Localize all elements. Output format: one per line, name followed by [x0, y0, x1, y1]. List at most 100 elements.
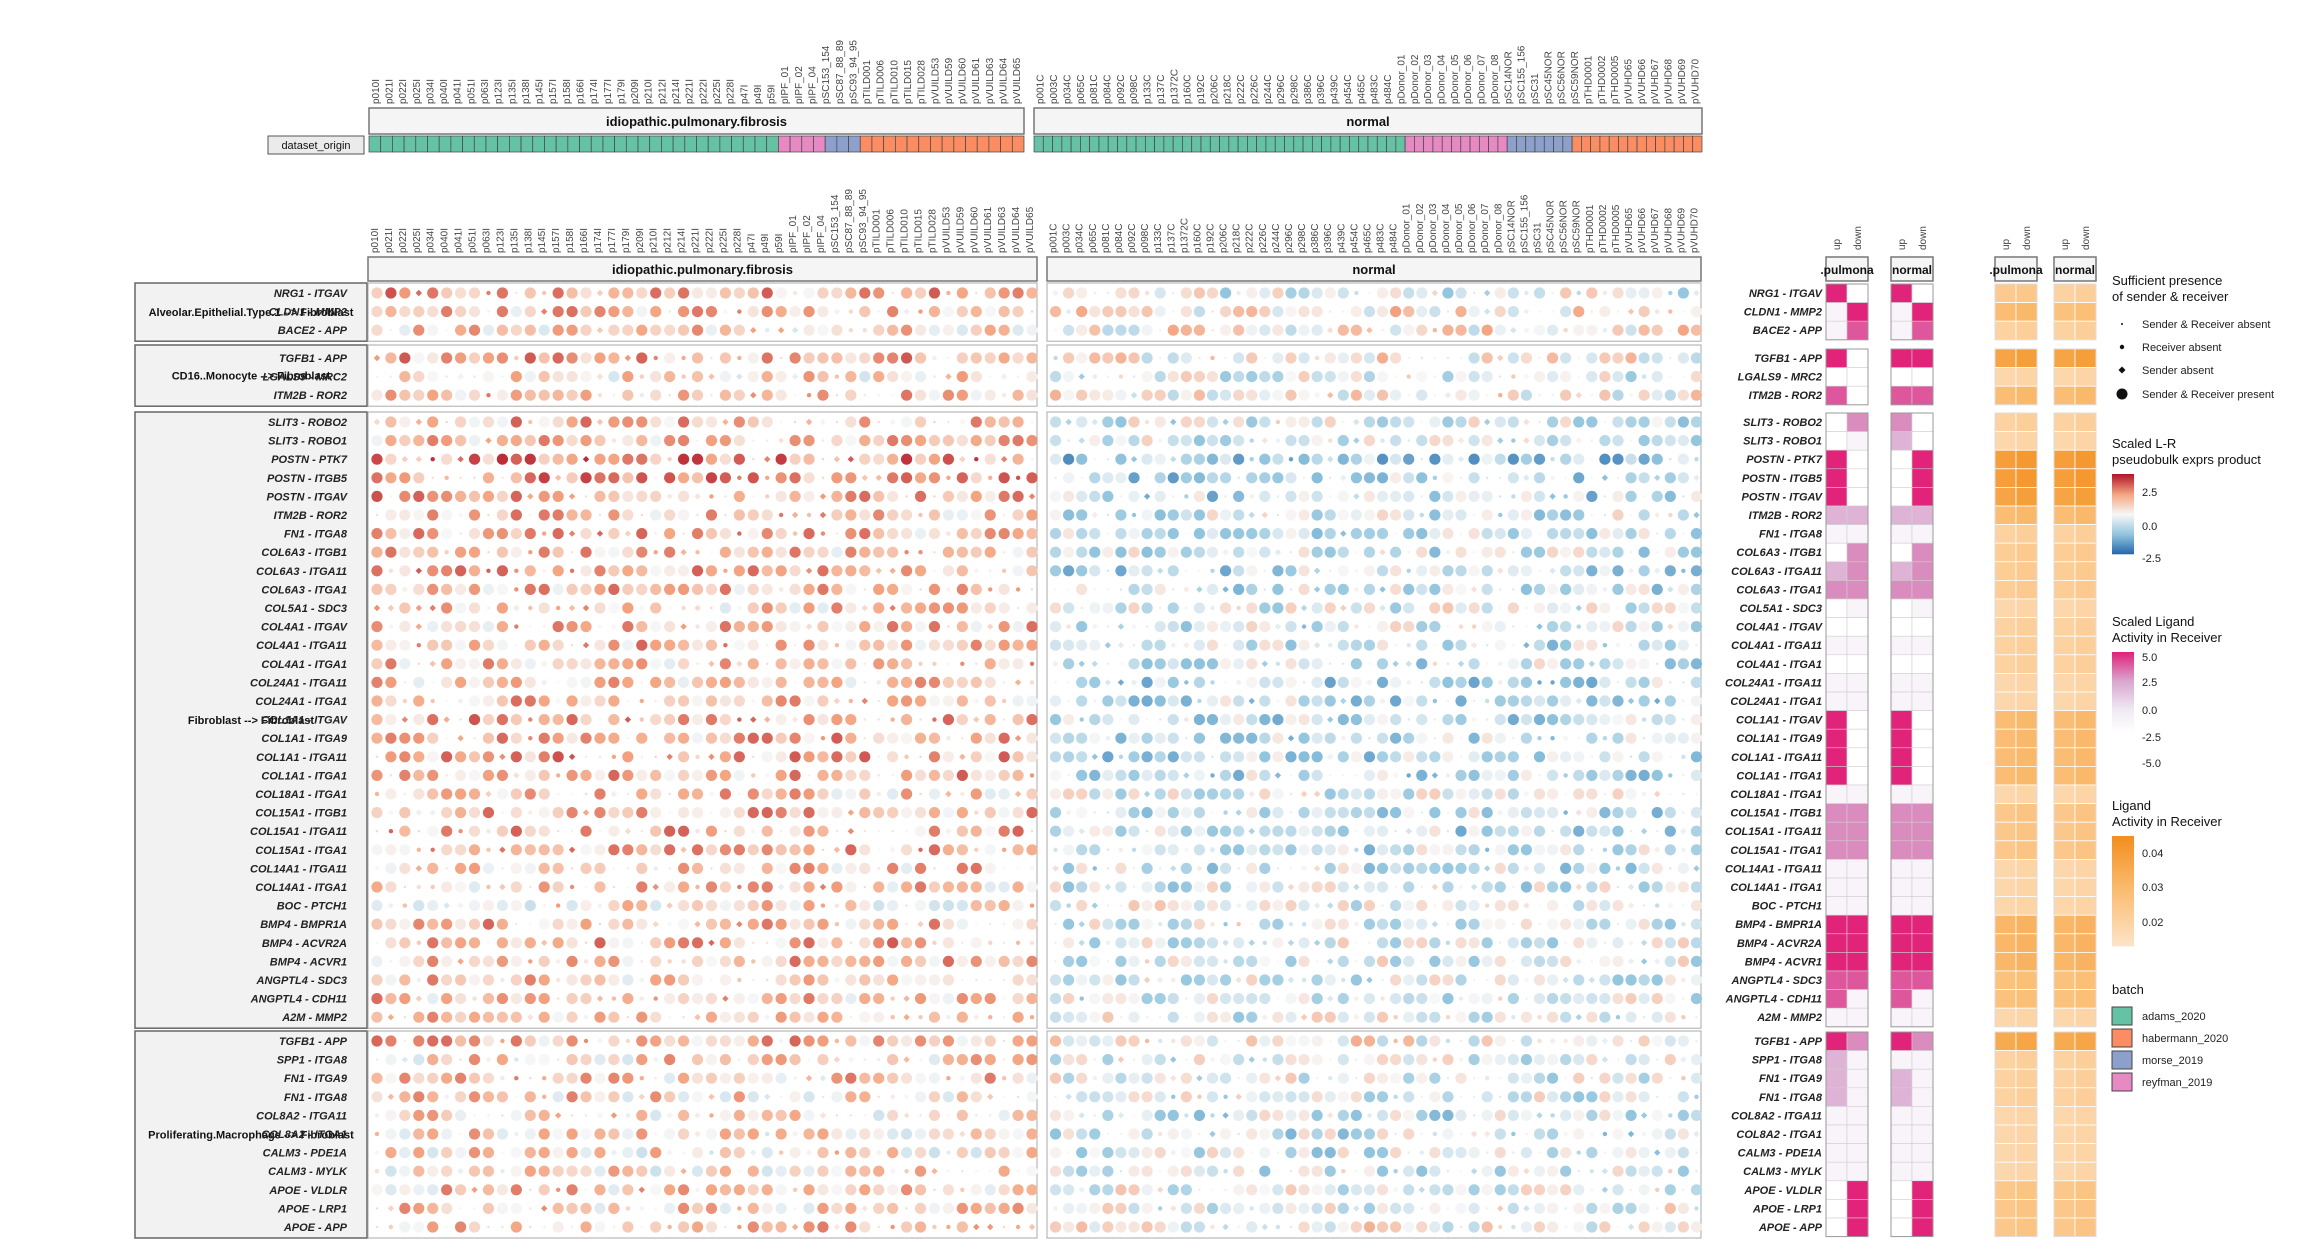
normal-dot-sender-absent [1117, 1056, 1125, 1063]
top-normal-batch-cell [1451, 135, 1462, 153]
ipf-dot-absent [612, 867, 616, 870]
ipf-dot-present [956, 825, 968, 837]
normal-dot-present [1546, 352, 1559, 364]
ipf-dot-present [413, 918, 425, 930]
ipf-dot-present [580, 658, 592, 670]
top-ipf-sample-label: p212I [657, 79, 668, 104]
ipf-dot-present [594, 788, 606, 800]
normal-dot-absent [1420, 1095, 1423, 1099]
normal-dot-present [1638, 695, 1650, 707]
ipf-dot-present [468, 658, 481, 670]
normal-dot-present [1102, 416, 1114, 428]
ipf-dot-sender-absent [847, 828, 855, 835]
ipf-dot-present [845, 1072, 857, 1084]
ligand-activity-cell [2074, 412, 2097, 433]
normal-dot-present [1573, 714, 1585, 726]
normal-dot-present [1115, 993, 1127, 1005]
normal-dot-present [1219, 788, 1232, 800]
ipf-dot-present [1026, 472, 1038, 484]
main-ipf-sample-label: pSC87_88_89 [844, 189, 855, 253]
ipf-dot-absent [947, 662, 950, 665]
normal-dot-present [1638, 528, 1650, 540]
ipf-dot-present [1012, 1072, 1024, 1084]
ipf-dot-present [789, 918, 801, 930]
normal-dot-sender-absent [1444, 392, 1452, 399]
scaled-activity-cell [1825, 691, 1848, 711]
ipf-dot-present [970, 862, 982, 875]
ipf-dot-present [552, 639, 564, 651]
ipf-dot-present [552, 1035, 564, 1047]
ipf-dot-present [608, 695, 620, 707]
ipf-dot-present [454, 546, 467, 558]
normal-dot-receiver-absent [1498, 661, 1503, 666]
normal-dot-receiver-absent [1249, 457, 1254, 462]
normal-dot-present [1233, 389, 1245, 401]
ipf-dot-present [399, 621, 411, 633]
ipf-dot-present [817, 993, 829, 1005]
normal-dot-present [1442, 862, 1454, 875]
ipf-dot-present [650, 1011, 662, 1023]
ipf-dot-sender-absent [624, 716, 632, 723]
normal-dot-absent [1054, 588, 1057, 591]
normal-dot-sender-absent [1248, 697, 1255, 705]
normal-dot-present [1115, 352, 1127, 364]
normal-dot-present [1246, 881, 1258, 893]
ipf-dot-present [789, 881, 801, 893]
ipf-dot-present [761, 371, 773, 383]
ipf-dot-present [831, 955, 843, 968]
main-ipf-sample-label: p138I [523, 228, 534, 253]
ipf-dot-present [385, 546, 397, 558]
ipf-dot-present [580, 583, 592, 596]
normal-dot-present [1429, 676, 1441, 689]
normal-dot-present [1455, 918, 1467, 930]
top-ipf-batch-cell [696, 135, 709, 153]
ipf-dot-present [650, 306, 662, 318]
main-ipf-sample-label: p214I [677, 228, 688, 253]
ipf-dot-present [566, 306, 578, 318]
normal-dot-present [1651, 1072, 1663, 1084]
ipf-dot-present [900, 881, 913, 893]
normal-dot-present [1049, 509, 1062, 521]
ipf-dot-present [524, 324, 536, 336]
normal-dot-present [1272, 807, 1284, 819]
normal-dot-present [1586, 602, 1598, 614]
normal-dot-absent [1368, 625, 1371, 628]
normal-dot-receiver-absent [1288, 922, 1294, 927]
ipf-dot-present [747, 352, 759, 364]
mid-normal-frame [1890, 412, 1934, 1028]
normal-dot-sender-absent [1313, 586, 1321, 593]
normal-dot-present [1141, 1054, 1153, 1066]
top-normal-sample-label: pDonor_07 [1477, 54, 1488, 104]
scaled-activity-cell [1825, 598, 1848, 618]
normal-dot-absent [1054, 1095, 1057, 1099]
normal-dot-sender-absent [1470, 883, 1478, 891]
normal-dot-receiver-absent [1432, 1057, 1438, 1062]
normal-dot-present [1115, 974, 1127, 986]
ipf-dot-present [677, 676, 690, 689]
ipf-dot-present [427, 583, 439, 596]
row-label-left: COL14A1 - ITGA1 [255, 882, 347, 894]
normal-dot-present [1677, 602, 1689, 614]
ipf-dot-absent [668, 811, 671, 814]
ipf-dot-present [789, 546, 801, 558]
ipf-dot-present [705, 565, 718, 577]
ipf-dot-present [1012, 807, 1024, 819]
normal-dot-present [1468, 1035, 1480, 1047]
ipf-dot-present [942, 1091, 955, 1103]
ipf-dot-present [1026, 1072, 1038, 1084]
ipf-dot-present [831, 751, 843, 763]
ipf-dot-sender-absent [624, 354, 632, 362]
ipf-dot-present [845, 565, 857, 577]
normal-dot-present [1664, 993, 1676, 1005]
scaled-activity-cell [1846, 617, 1869, 637]
normal-dot-present [1233, 769, 1245, 782]
main-normal-sample-label: p218C [1232, 224, 1243, 253]
normal-dot-absent [1198, 356, 1201, 360]
ipf-dot-present [775, 546, 787, 558]
normal-dot-present [1180, 974, 1192, 986]
ipf-dot-present [845, 955, 857, 968]
ipf-dot-present [677, 937, 690, 949]
main-normal-sample-label: pDonor_01 [1402, 203, 1413, 253]
ligand-activity-cell [2053, 952, 2076, 972]
top-normal-batch-cell [1636, 135, 1647, 153]
